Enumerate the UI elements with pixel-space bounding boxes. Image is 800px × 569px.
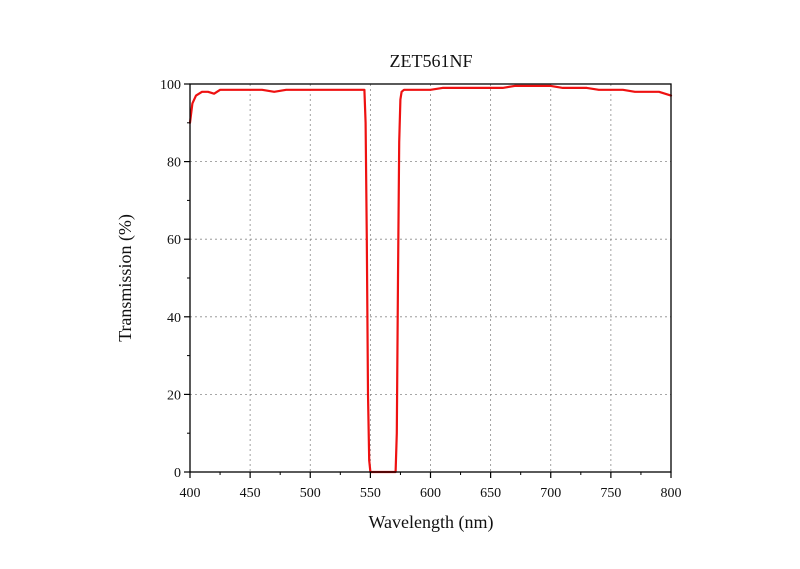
grid bbox=[190, 84, 671, 472]
y-tick-label: 100 bbox=[160, 78, 181, 93]
plot-frame bbox=[189, 83, 672, 473]
series-line bbox=[188, 84, 673, 474]
x-tick-label: 400 bbox=[180, 486, 201, 501]
y-axis-label: Transmission (%) bbox=[115, 214, 136, 342]
x-tick-label: 600 bbox=[420, 486, 441, 501]
x-axis-label: Wavelength (nm) bbox=[368, 512, 493, 533]
y-tick-label: 60 bbox=[167, 233, 181, 248]
x-tick-label: 550 bbox=[360, 486, 381, 501]
x-tick-label: 650 bbox=[480, 486, 501, 501]
y-tick-label: 20 bbox=[167, 388, 181, 403]
y-tick-label: 80 bbox=[167, 156, 181, 171]
x-tick-label: 800 bbox=[661, 486, 682, 501]
y-tick-label: 0 bbox=[174, 466, 181, 481]
x-axis-ticks: 400 450 500 550 600 650 700 750 800 bbox=[180, 472, 682, 501]
y-axis-ticks: 0 20 40 60 80 100 bbox=[160, 78, 190, 481]
y-tick-label: 40 bbox=[167, 311, 181, 326]
x-tick-label: 500 bbox=[300, 486, 321, 501]
chart-title: ZET561NF bbox=[390, 51, 473, 71]
x-tick-label: 750 bbox=[600, 486, 621, 501]
series-layer bbox=[188, 84, 673, 474]
x-tick-label: 700 bbox=[540, 486, 561, 501]
x-tick-label: 450 bbox=[240, 486, 261, 501]
